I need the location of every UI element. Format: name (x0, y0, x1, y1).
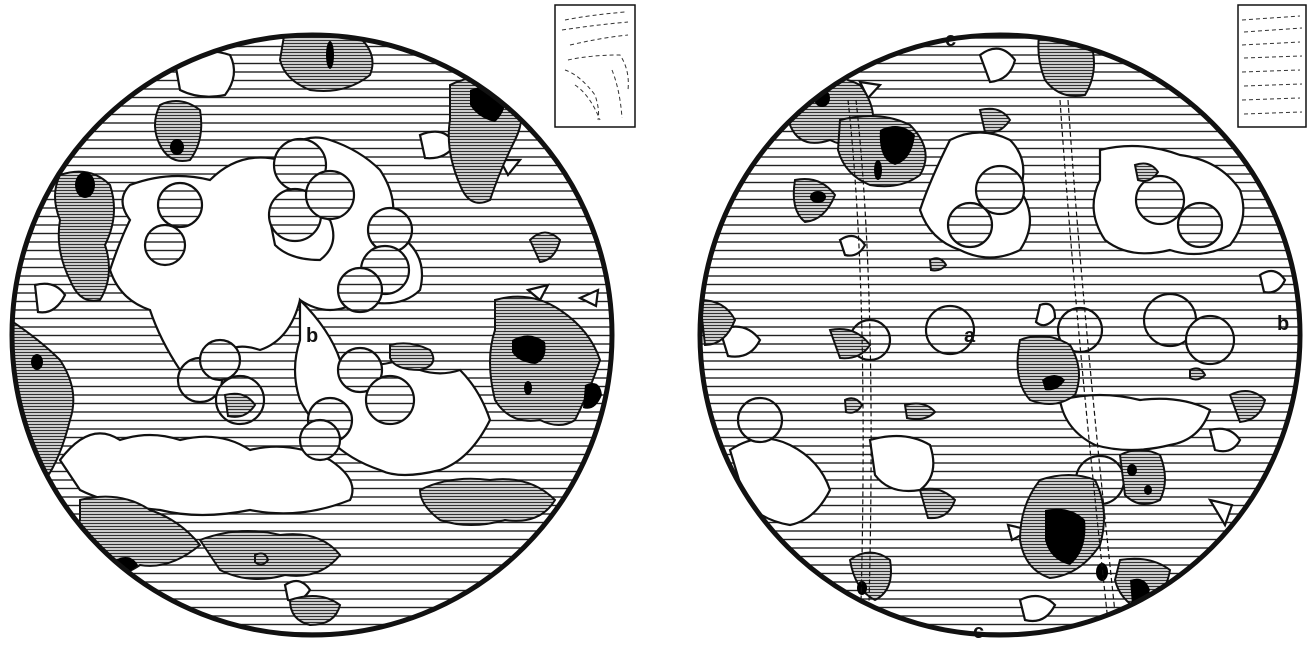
right-label-c-top: c (945, 29, 956, 51)
left-stereonet: b (0, 0, 640, 647)
left-label-b: b (306, 325, 318, 347)
right-label-c-bottom: c (973, 621, 984, 643)
left-inset-thumbnail (555, 5, 635, 127)
right-label-a: a (964, 325, 976, 347)
right-stereonet: c a b c (690, 0, 1310, 647)
right-inset-thumbnail (1238, 5, 1306, 127)
right-label-b: b (1277, 313, 1289, 335)
